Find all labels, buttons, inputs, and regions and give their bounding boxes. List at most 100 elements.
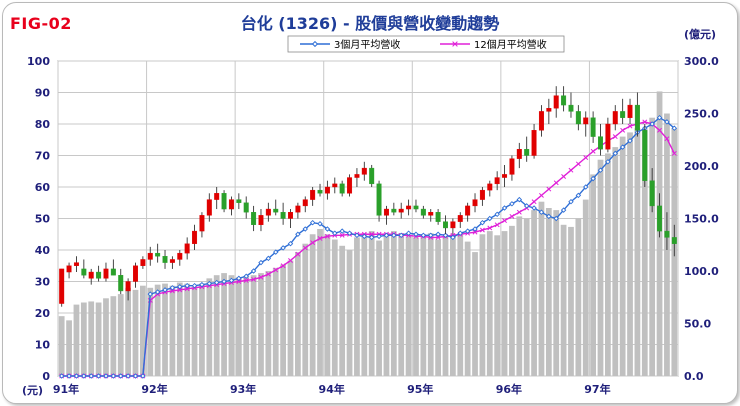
avg3-point: [95, 373, 102, 379]
revenue-bar: [501, 231, 508, 376]
revenue-bar: [523, 218, 530, 376]
revenue-bar: [250, 275, 257, 376]
candle-down: [671, 237, 677, 244]
candle-up: [73, 262, 79, 266]
avg3-point: [236, 275, 242, 282]
avg12-point: [671, 150, 677, 156]
avg12-point: [169, 288, 175, 294]
right-tick-label: 150.0: [684, 213, 719, 226]
avg3-point: [280, 245, 286, 251]
candle-up: [516, 148, 522, 159]
avg3-point: [228, 277, 235, 284]
revenue-bar: [88, 301, 95, 376]
avg3-point: [132, 373, 139, 379]
candle-up: [406, 205, 412, 210]
avg3-point: [324, 226, 331, 232]
revenue-bar: [516, 216, 523, 376]
candle-up: [354, 174, 360, 178]
avg3-point: [221, 278, 227, 285]
candle-down: [590, 117, 596, 137]
candle-up: [192, 230, 198, 244]
revenue-bar: [435, 239, 441, 376]
legend-label: 12個月平均營收: [474, 38, 547, 51]
left-tick-label: 80: [35, 118, 51, 131]
avg3-point: [479, 219, 486, 226]
avg12-point: [472, 229, 478, 235]
avg12-point: [280, 263, 286, 269]
candle-up: [88, 271, 94, 279]
candle-up: [347, 177, 353, 194]
avg3-point: [590, 175, 596, 182]
avg12-point: [538, 192, 544, 198]
avg3-point: [435, 231, 441, 237]
avg3-point: [243, 273, 249, 279]
avg3-point: [213, 279, 220, 286]
revenue-bar: [390, 231, 397, 376]
avg3-point: [597, 167, 604, 173]
revenue-bar: [641, 129, 648, 376]
avg12-point: [310, 240, 316, 246]
avg3-point: [376, 233, 382, 240]
avg3-point: [265, 255, 272, 262]
candle-up: [457, 215, 463, 222]
x-tick-label: 94年: [319, 382, 345, 396]
candle-up: [583, 117, 589, 125]
candle-up: [487, 183, 493, 191]
avg3-point: [560, 207, 567, 213]
average-lines: [58, 114, 678, 379]
avg3-point: [361, 233, 368, 240]
candle-down: [280, 211, 286, 219]
avg3-point: [649, 121, 655, 127]
revenue-bar: [368, 231, 375, 376]
candle-up: [288, 211, 293, 219]
avg3-point: [147, 291, 153, 297]
revenue-bar: [280, 264, 286, 376]
revenue-bar: [509, 225, 515, 376]
revenue-bar: [442, 236, 449, 376]
candle-up: [479, 189, 485, 200]
left-tick-label: 30: [35, 276, 51, 289]
revenue-bar: [560, 224, 567, 376]
candle-down: [642, 130, 648, 181]
avg3-point: [501, 205, 508, 211]
revenue-bar: [258, 273, 264, 376]
avg3-point: [413, 231, 419, 237]
candle-up: [465, 205, 471, 216]
left-tick-label: 50: [35, 213, 51, 226]
avg3-point: [368, 234, 375, 241]
right-tick-label: 50.0: [684, 318, 711, 331]
left-axis-unit: (元): [22, 384, 43, 397]
revenue-bar: [545, 208, 552, 376]
candle-up: [103, 268, 109, 279]
avg3-point: [295, 231, 301, 237]
revenue-bar: [302, 243, 309, 376]
revenue-bar: [125, 287, 131, 376]
avg3-point: [450, 234, 456, 241]
avg3-point: [66, 373, 72, 379]
avg3-point: [346, 230, 353, 236]
revenue-bar: [605, 153, 611, 376]
revenue-bar: [376, 240, 382, 376]
revenue-bar: [553, 210, 560, 376]
candle-down: [664, 230, 670, 238]
avg3-point: [383, 232, 390, 239]
candle-down: [273, 208, 279, 213]
revenue-bar: [612, 147, 619, 376]
avg12-point: [620, 127, 626, 133]
revenue-bar: [213, 275, 220, 376]
candle-up: [538, 111, 544, 131]
revenue-bar: [450, 234, 456, 376]
candle-down: [236, 199, 242, 203]
avg12-point: [590, 148, 596, 154]
legend: 3個月平均營收 12個月平均營收: [287, 35, 565, 53]
candle-down: [620, 111, 626, 118]
avg12-point: [177, 287, 183, 293]
candle-down: [369, 167, 375, 185]
revenue-bar: [457, 233, 464, 376]
avg12-point: [302, 245, 308, 251]
x-tick-label: 93年: [230, 382, 256, 396]
avg3-point: [583, 184, 589, 190]
avg3-point: [199, 281, 205, 288]
revenue-bar: [339, 245, 346, 376]
right-tick-label: 250.0: [684, 108, 719, 121]
